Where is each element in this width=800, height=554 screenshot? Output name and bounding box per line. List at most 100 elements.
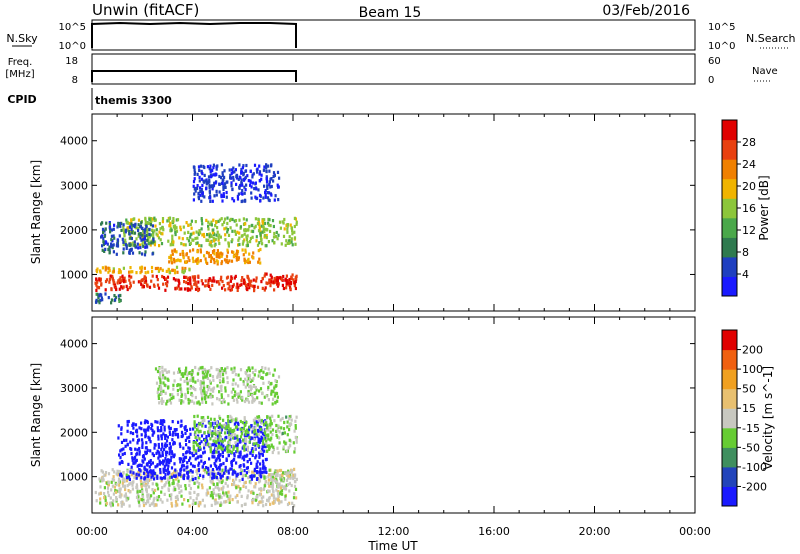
heatmap-cell (130, 224, 134, 228)
heatmap-cell (211, 476, 214, 480)
heatmap-cell (183, 468, 186, 472)
heatmap-cell (258, 164, 261, 168)
heatmap-cell (253, 391, 256, 395)
heatmap-cell (247, 179, 250, 183)
heatmap-cell (243, 454, 246, 458)
heatmap-cell (198, 482, 201, 486)
colorbar-tick-label: 12 (742, 224, 756, 237)
heatmap-cell (189, 384, 192, 389)
heatmap-cell (227, 394, 230, 398)
heatmap-cell (255, 279, 258, 283)
heatmap-cell (270, 193, 273, 197)
heatmap-cell (240, 181, 243, 185)
heatmap-cell (197, 430, 200, 434)
heatmap-cell (177, 383, 180, 387)
heatmap-cell (215, 457, 218, 461)
colorbar-swatch (722, 466, 737, 487)
heatmap-cell (135, 237, 138, 241)
heatmap-cell (116, 473, 119, 477)
heatmap-cell (272, 280, 275, 284)
heatmap-cell (133, 243, 137, 247)
heatmap-cell (214, 181, 217, 185)
heatmap-cell (144, 276, 147, 280)
heatmap-cell (230, 416, 233, 420)
heatmap-cell (121, 460, 124, 464)
heatmap-cell (156, 476, 159, 480)
heatmap-cell (261, 448, 264, 452)
heatmap-cell (262, 495, 265, 499)
heatmap-cell (233, 394, 236, 398)
heatmap-cell (221, 181, 224, 185)
freq-label-line1: Freq. (8, 57, 33, 68)
heatmap-cell (226, 228, 229, 232)
heatmap-cell (268, 371, 271, 375)
heatmap-cell (232, 178, 235, 182)
heatmap-cell (264, 227, 267, 231)
heatmap-cell (232, 398, 235, 402)
heatmap-cell (99, 501, 102, 505)
heatmap-cell (120, 448, 123, 452)
heatmap-cell (176, 497, 179, 502)
heatmap-cell (269, 430, 272, 434)
heatmap-cell (212, 228, 215, 232)
heatmap-cell (258, 226, 262, 230)
heatmap-cell (233, 436, 236, 440)
heatmap-cell (293, 504, 296, 508)
heatmap-cell (199, 366, 202, 370)
heatmap-cell (207, 227, 210, 231)
heatmap-cell (213, 428, 216, 433)
heatmap-cell (183, 269, 186, 273)
heatmap-cell (169, 445, 172, 449)
heatmap-cell (251, 400, 254, 404)
heatmap-cell (277, 494, 280, 498)
heatmap-cell (292, 496, 296, 500)
heatmap-cell (155, 274, 158, 279)
heatmap-cell (215, 220, 218, 224)
heatmap-cell (216, 164, 219, 168)
heatmap-cell (119, 490, 122, 494)
heatmap-cell (119, 494, 122, 498)
heatmap-cell (217, 372, 220, 376)
heatmap-cell (220, 441, 223, 446)
heatmap-cell (266, 184, 269, 188)
heatmap-cell (184, 487, 187, 491)
heatmap-cell (254, 429, 257, 433)
heatmap-cell (252, 172, 255, 176)
heatmap-cell (160, 392, 163, 396)
heatmap-cell (152, 469, 155, 473)
heatmap-cell (221, 370, 224, 374)
heatmap-cell (279, 226, 282, 230)
heatmap-cell (170, 258, 173, 262)
heatmap-cell (252, 442, 255, 446)
heatmap-cell (281, 283, 284, 287)
heatmap-cell (154, 218, 157, 222)
heatmap-cell (239, 225, 242, 229)
heatmap-cell (294, 242, 297, 246)
heatmap-cell (254, 485, 257, 489)
heatmap-cell (160, 231, 163, 236)
heatmap-cell (122, 471, 125, 475)
heatmap-cell (255, 454, 258, 458)
heatmap-cell (181, 266, 184, 270)
heatmap-cell (167, 480, 171, 485)
heatmap-cell (266, 449, 269, 453)
heatmap-cell (123, 233, 126, 237)
heatmap-cell (227, 430, 231, 434)
heatmap-cell (270, 493, 273, 497)
heatmap-cell (214, 436, 217, 440)
heatmap-cell (225, 195, 228, 199)
heatmap-cell (152, 238, 155, 242)
heatmap-cell (144, 218, 147, 222)
heatmap-cell (164, 442, 167, 446)
heatmap-cell (211, 496, 214, 500)
heatmap-cell (258, 493, 261, 497)
heatmap-cell (144, 435, 147, 439)
heatmap-cell (280, 489, 284, 493)
heatmap-cell (137, 463, 140, 467)
heatmap-cell (135, 483, 138, 487)
heatmap-cell (209, 479, 212, 483)
heatmap-cell (112, 243, 115, 247)
heatmap-cell (145, 222, 148, 226)
heatmap-cell (125, 284, 128, 288)
heatmap-cell (146, 495, 149, 499)
